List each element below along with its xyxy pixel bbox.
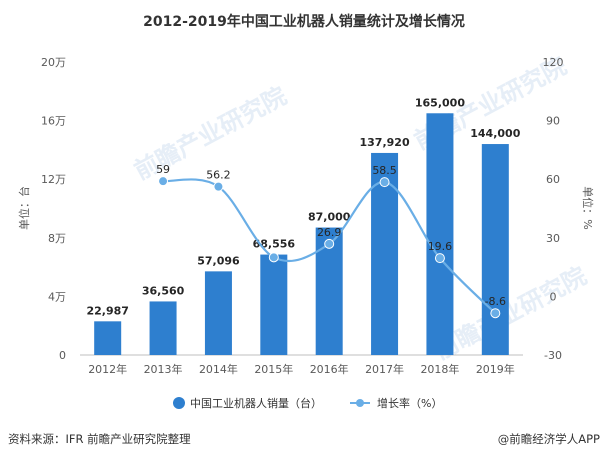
bar	[94, 321, 122, 355]
bar-value-label: 57,096	[197, 254, 240, 267]
growth-rate-point	[379, 177, 390, 188]
bar-value-label: 144,000	[470, 127, 520, 140]
bar	[260, 254, 288, 355]
growth-rate-points	[158, 176, 501, 319]
bar	[426, 113, 454, 356]
x-tick-label: 2017年	[365, 362, 404, 376]
legend-bar-label: 中国工业机器人销量（台）	[190, 396, 322, 410]
x-tick-label: 2014年	[199, 362, 238, 376]
x-tick-label: 2018年	[420, 362, 459, 376]
bar-data-labels: 22,98736,56057,09668,55687,000137,920165…	[86, 96, 520, 317]
right-axis-title: 单位：%	[581, 186, 595, 229]
right-tick-label: 90	[546, 115, 560, 128]
x-tick-label: 2019年	[476, 362, 515, 376]
legend-bar-swatch	[173, 397, 185, 409]
left-axis-ticks: 0 4万 8万 12万 16万 20万	[41, 56, 66, 362]
growth-rate-label: 56.2	[206, 169, 231, 182]
bar-value-label: 22,987	[86, 304, 128, 317]
source-note: 资料来源：IFR 前瞻产业研究院整理	[8, 432, 191, 446]
left-tick-label: 20万	[41, 56, 66, 69]
growth-rate-point	[268, 252, 279, 263]
bar-series	[94, 113, 509, 356]
growth-rate-label: 19.6	[428, 240, 453, 253]
growth-rate-point	[213, 181, 224, 192]
right-axis-ticks: -30 0 30 60 90 120	[543, 56, 564, 362]
x-tick-label: 2016年	[310, 362, 349, 376]
growth-rate-point	[324, 238, 335, 249]
left-axis-title: 单位：台	[17, 186, 31, 230]
x-axis-ticks: 2012年 2013年 2014年 2015年 2016年 2017年 2018年 2019年	[88, 362, 515, 376]
left-tick-label: 4万	[48, 290, 66, 303]
chart-title: 2012-2019年中国工业机器人销量统计及增长情况	[143, 13, 465, 30]
bar	[149, 301, 177, 355]
bar	[204, 271, 232, 355]
legend-line-label: 增长率（%）	[377, 396, 442, 410]
left-tick-label: 12万	[41, 173, 66, 186]
growth-rate-label: 59	[156, 163, 170, 176]
bar-value-label: 165,000	[415, 96, 465, 109]
growth-rate-label: 26.9	[317, 226, 342, 239]
right-tick-label: 0	[550, 290, 557, 303]
left-tick-label: 16万	[41, 115, 66, 128]
growth-rate-point	[158, 176, 169, 187]
growth-rate-label: 58.5	[372, 164, 397, 177]
brand-note: @前瞻经济学人APP	[498, 432, 600, 446]
bar-value-label: 36,560	[142, 284, 185, 297]
growth-rate-point	[434, 253, 445, 264]
watermark-text: 前瞻产业研究院	[430, 262, 591, 366]
bar	[481, 144, 509, 355]
right-tick-label: -30	[544, 349, 562, 362]
bar-value-label: 137,920	[360, 136, 410, 149]
right-tick-label: 120	[543, 56, 564, 69]
right-tick-label: 60	[546, 173, 560, 186]
x-tick-label: 2012年	[88, 362, 127, 376]
x-tick-label: 2013年	[144, 362, 183, 376]
left-axis-title-text: 单位：台	[17, 186, 31, 230]
legend: 中国工业机器人销量（台） 增长率（%）	[173, 396, 442, 410]
watermark-layer: 前瞻产业研究院 前瞻产业研究院 前瞻产业研究院	[130, 52, 591, 366]
right-tick-label: 30	[546, 232, 560, 245]
legend-line-dot	[356, 399, 364, 407]
growth-rate-labels: 59 56.2 26.9 58.5 19.6 -8.6	[156, 163, 506, 308]
growth-rate-label: -8.6	[485, 295, 506, 308]
x-tick-label: 2015年	[254, 362, 293, 376]
right-axis-title-text: 单位：%	[581, 186, 595, 229]
left-tick-label: 0	[59, 349, 66, 362]
left-tick-label: 8万	[48, 232, 66, 245]
growth-rate-point	[490, 308, 501, 319]
bar-value-label: 87,000	[308, 211, 351, 224]
